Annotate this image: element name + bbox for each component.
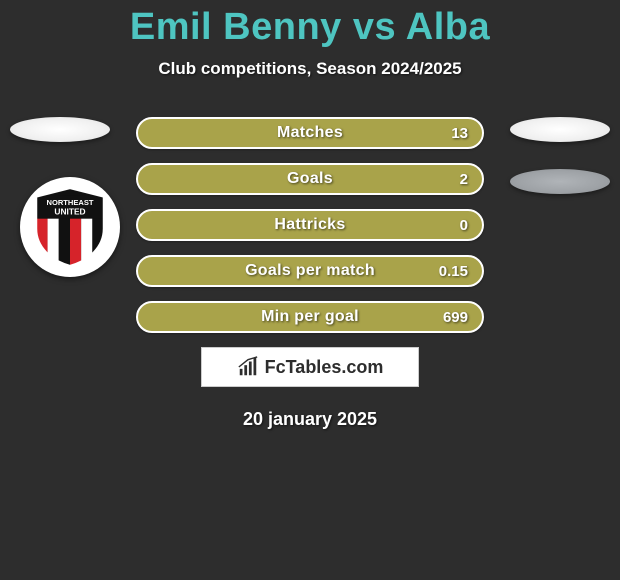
page-title: Emil Benny vs Alba	[0, 0, 620, 49]
stat-bar: Hattricks 0	[136, 209, 484, 241]
stat-label: Matches	[138, 119, 482, 147]
club-logo: NORTHEAST UNITED	[20, 177, 120, 277]
subtitle: Club competitions, Season 2024/2025	[0, 59, 620, 79]
snapshot-date: 20 january 2025	[0, 409, 620, 430]
crest-text-bottom: UNITED	[54, 206, 85, 216]
stat-value: 0	[460, 211, 468, 239]
stat-label: Hattricks	[138, 211, 482, 239]
club-crest-icon: NORTHEAST UNITED	[28, 185, 112, 269]
player-badge-right-2	[510, 169, 610, 194]
stat-bar: Min per goal 699	[136, 301, 484, 333]
stat-value: 2	[460, 165, 468, 193]
stat-label: Goals per match	[138, 257, 482, 285]
stat-bar: Goals per match 0.15	[136, 255, 484, 287]
player-badge-right	[510, 117, 610, 142]
stat-value: 699	[443, 303, 468, 331]
chart-icon	[237, 356, 259, 378]
stat-value: 0.15	[439, 257, 468, 285]
player-badge-left	[10, 117, 110, 142]
stat-bars: Matches 13 Goals 2 Hattricks 0 Goals per…	[136, 117, 484, 333]
stat-bar: Matches 13	[136, 117, 484, 149]
stat-bar: Goals 2	[136, 163, 484, 195]
brand-link[interactable]: FcTables.com	[201, 347, 419, 387]
stat-label: Goals	[138, 165, 482, 193]
stat-value: 13	[451, 119, 468, 147]
comparison-panel: NORTHEAST UNITED Matches 13 Goals 2 Hatt…	[0, 117, 620, 430]
brand-text: FcTables.com	[265, 357, 384, 378]
stat-label: Min per goal	[138, 303, 482, 331]
